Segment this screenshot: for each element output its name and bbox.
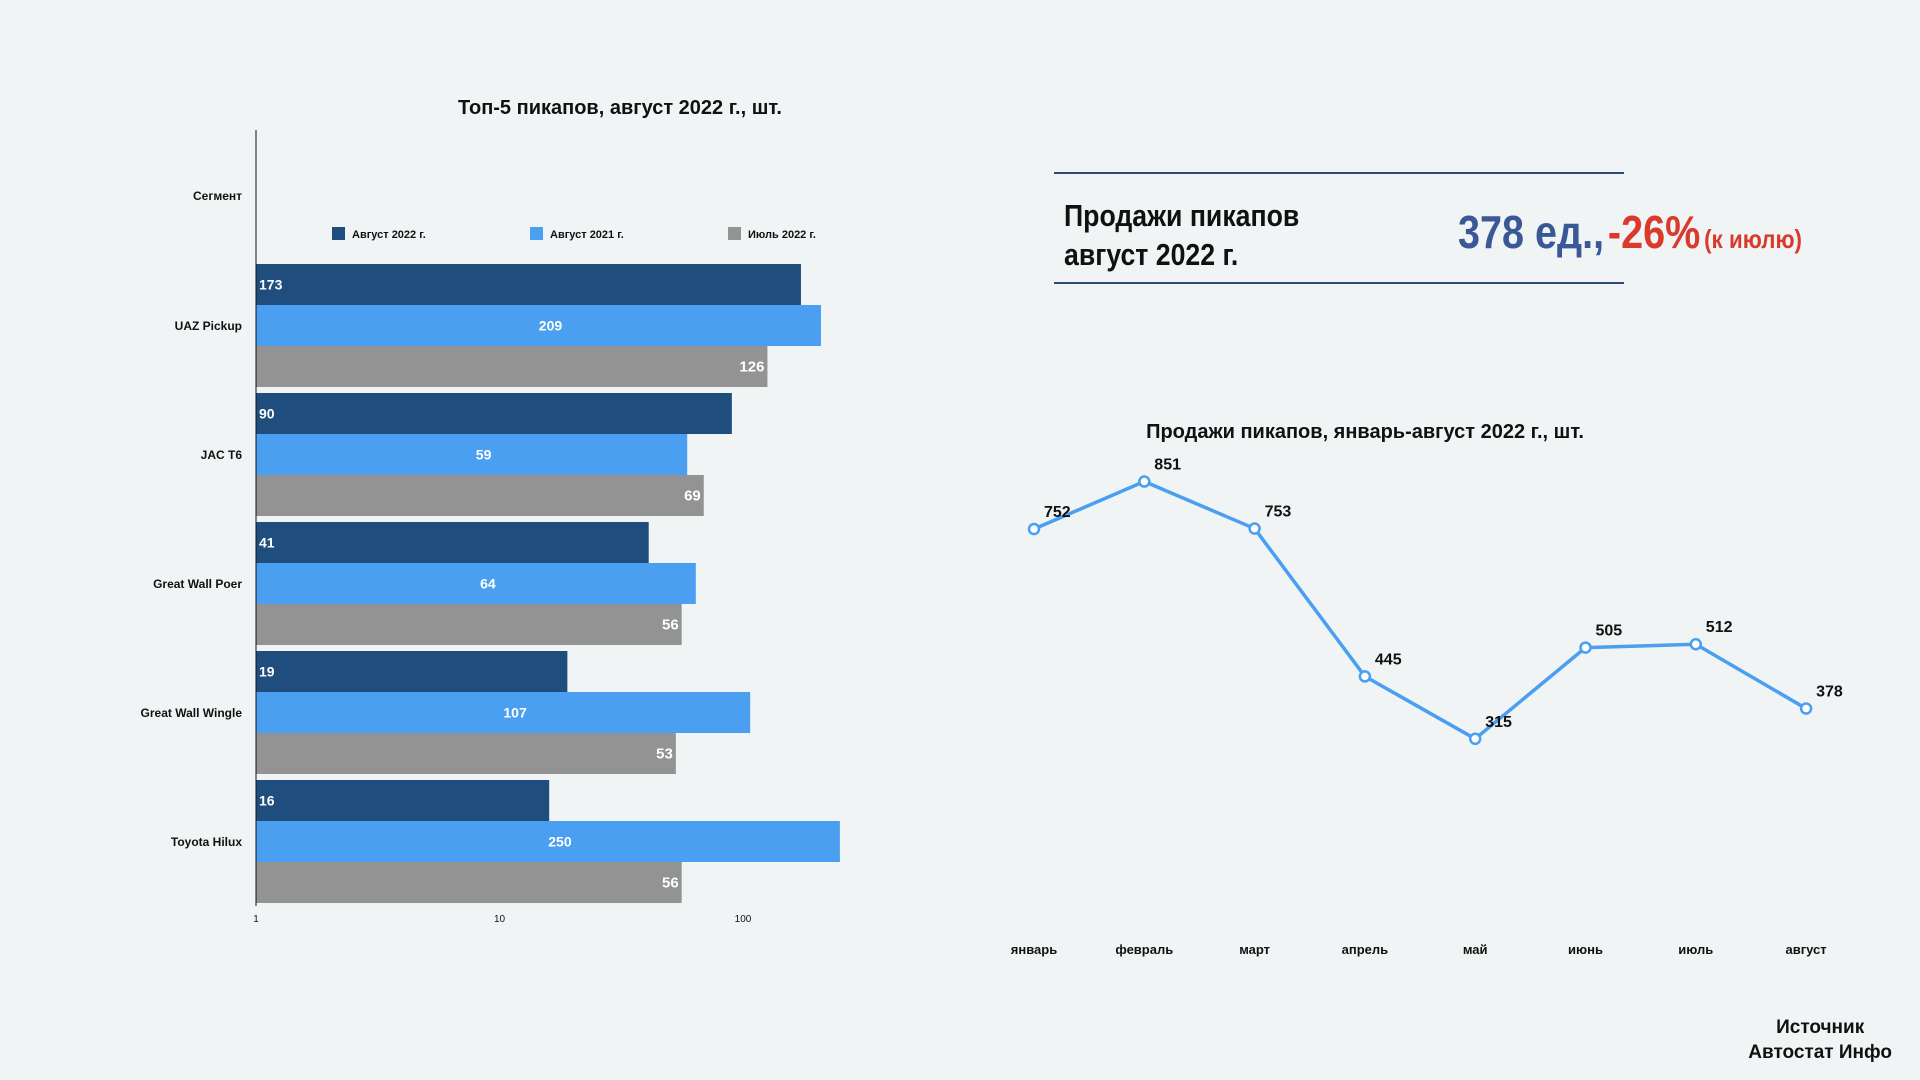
bar-value-label: 64 <box>480 576 496 592</box>
bar <box>256 733 676 774</box>
bar-value-label: 53 <box>656 746 673 763</box>
line-marks: 752 851 753 445 315 505 512 378 <box>1027 457 1843 746</box>
kpi-values: 378 ед., -26% (к июлю) <box>1458 205 1802 259</box>
bar-chart: Топ-5 пикапов, август 2022 г., шт. Сегме… <box>141 97 840 925</box>
bar-value-label: 19 <box>259 664 275 680</box>
bar-value-label: 41 <box>259 535 275 551</box>
bar-value-label: 107 <box>503 705 527 721</box>
x-category-label: январь <box>1011 942 1057 957</box>
kpi-change-note: (к июлю) <box>1704 224 1802 254</box>
bar <box>256 862 682 903</box>
data-point <box>1248 522 1261 535</box>
kpi-title: Продажи пикапов август 2022 г. <box>1064 196 1425 274</box>
bar-value-label: 173 <box>259 277 283 293</box>
bar-category-labels: UAZ Pickup JAC T6 Great Wall Poer Great Wal… <box>141 319 243 849</box>
bar-legend: Август 2022 г. Август 2021 г. Июль 2022 г. <box>332 227 816 241</box>
category-label: UAZ Pickup <box>175 319 242 333</box>
data-label: 378 <box>1816 684 1843 701</box>
x-category-label: август <box>1786 942 1827 957</box>
bar-x-ticks: 1 10 100 <box>253 914 752 925</box>
bar <box>256 604 682 645</box>
bar <box>256 780 550 821</box>
data-point <box>1468 732 1482 746</box>
data-point <box>1027 522 1041 536</box>
bar <box>256 264 801 305</box>
source-line1: Источник <box>1776 1017 1865 1038</box>
bar <box>256 346 768 387</box>
legend-swatch-1 <box>332 227 345 240</box>
category-label: Great Wall Wingle <box>141 706 243 720</box>
bar-value-label: 56 <box>662 875 679 892</box>
source-note: Источник Автостат Инфо <box>1748 1015 1892 1065</box>
data-point <box>1358 670 1372 683</box>
bar-chart-title: Топ-5 пикапов, август 2022 г., шт. <box>458 97 782 119</box>
category-label: Toyota Hilux <box>171 835 242 849</box>
y-axis-label: Сегмент <box>193 189 242 203</box>
source-line2: Автостат Инфо <box>1748 1042 1892 1063</box>
bar <box>256 821 840 862</box>
kpi-change-value: -26% <box>1607 206 1701 258</box>
data-label: 851 <box>1154 457 1181 474</box>
legend-swatch-3 <box>728 227 741 240</box>
data-point <box>1579 641 1592 654</box>
x-category-label: июнь <box>1568 942 1603 957</box>
bar <box>256 563 696 604</box>
legend-label-3: Июль 2022 г. <box>748 229 816 241</box>
data-label: 315 <box>1485 714 1512 731</box>
line-x-labels: январь февраль март апрель май июнь июль август <box>1011 942 1827 957</box>
x-tick-label: 10 <box>494 914 506 925</box>
kpi-title-line1: Продажи пикапов <box>1064 198 1300 233</box>
legend-label-2: Август 2021 г. <box>550 229 624 241</box>
kpi-box: Продажи пикапов август 2022 г. <box>1054 172 1624 284</box>
data-label: 445 <box>1375 651 1402 668</box>
data-point <box>1799 702 1813 715</box>
kpi-sales-value: 378 ед., <box>1458 206 1605 258</box>
x-category-label: июль <box>1678 942 1713 957</box>
data-label: 512 <box>1706 619 1733 636</box>
category-label: Great Wall Poer <box>153 577 242 591</box>
bar <box>256 305 821 346</box>
bar-value-label: 250 <box>548 834 572 850</box>
legend-swatch-2 <box>530 227 543 240</box>
bar-value-label: 16 <box>259 793 275 809</box>
bar-value-label: 59 <box>476 447 492 463</box>
category-label: JAC T6 <box>201 448 243 462</box>
data-point <box>1138 475 1151 488</box>
bar-value-label: 90 <box>259 406 275 422</box>
data-label: 753 <box>1265 504 1292 521</box>
bar-value-label: 56 <box>662 617 679 634</box>
data-point <box>1689 637 1703 651</box>
line-chart: Продажи пикапов, январь-август 2022 г., … <box>1011 421 1843 957</box>
bar-marks: 173 209 126 90 59 69 41 64 56 19 107 53 16 250 56 <box>256 264 840 903</box>
series-line <box>1033 479 1807 741</box>
legend-label-1: Август 2022 г. <box>352 229 426 241</box>
x-category-label: март <box>1239 942 1270 957</box>
bar <box>256 475 704 516</box>
data-label: 752 <box>1044 504 1071 521</box>
data-label: 505 <box>1596 623 1623 640</box>
bar <box>256 651 568 692</box>
x-category-label: май <box>1463 942 1488 957</box>
line-chart-title: Продажи пикапов, январь-август 2022 г., … <box>1146 421 1584 443</box>
bar-value-label: 69 <box>684 488 701 505</box>
bar <box>256 522 649 563</box>
x-category-label: апрель <box>1342 942 1389 957</box>
x-category-label: февраль <box>1115 942 1173 957</box>
bar <box>256 692 751 733</box>
bar-value-label: 126 <box>739 359 764 376</box>
kpi-title-line2: август 2022 г. <box>1064 237 1239 272</box>
x-tick-label: 1 <box>253 914 259 925</box>
bar <box>256 434 688 475</box>
x-tick-label: 100 <box>735 914 752 925</box>
bar-value-label: 209 <box>539 318 563 334</box>
bar <box>256 393 732 434</box>
